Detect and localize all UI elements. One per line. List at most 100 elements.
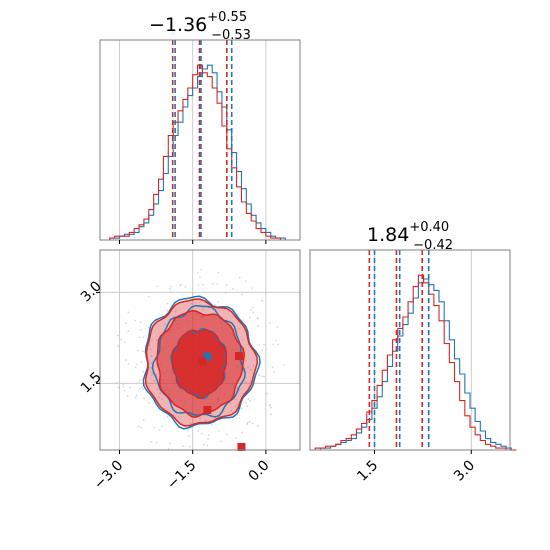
sample-point [251, 287, 254, 290]
sample-point [248, 420, 251, 423]
sample-point [187, 429, 190, 432]
sample-point [204, 419, 207, 422]
sample-point [214, 303, 216, 306]
sample-point [122, 383, 125, 386]
sample-point [151, 339, 154, 342]
sample-point [240, 431, 243, 434]
x-tick-label: −1.5 [164, 458, 199, 493]
sample-point [206, 444, 209, 447]
sample-point [159, 392, 162, 395]
x-tick-label: 3.0 [451, 458, 478, 485]
sample-point [258, 374, 261, 377]
marker-red [198, 357, 207, 366]
sample-point [270, 406, 273, 409]
x-tick-label: 1.5 [354, 458, 381, 485]
sample-point [236, 386, 239, 389]
sample-point [136, 363, 138, 366]
sample-point [139, 387, 142, 389]
sample-point [232, 287, 234, 290]
sample-point [241, 319, 244, 321]
grid-lines [119, 40, 267, 240]
sample-point [247, 398, 250, 400]
sample-point [125, 359, 127, 361]
title-plus: +0.40 [409, 220, 449, 235]
sample-point [249, 316, 252, 319]
sample-point [117, 345, 120, 348]
sample-point [170, 285, 172, 288]
y-tick-label: 1.5 [78, 369, 105, 396]
sample-point [249, 381, 252, 383]
sample-point [236, 403, 239, 406]
sample-point [123, 389, 126, 392]
sample-point [143, 397, 145, 399]
sample-point [225, 284, 228, 286]
sample-point [282, 364, 285, 366]
sample-point [150, 362, 153, 365]
sample-point [142, 388, 145, 390]
sample-point [177, 416, 180, 418]
sample-point [257, 325, 259, 327]
quantile-lines [171, 40, 233, 240]
sample-point [150, 367, 152, 369]
sample-point [189, 422, 192, 425]
sample-point [252, 364, 255, 367]
histogram-red [310, 274, 517, 451]
sample-point [134, 319, 137, 322]
marker-blue [203, 352, 212, 361]
sample-point [139, 321, 142, 323]
sample-point [137, 381, 140, 384]
x-ticks [374, 450, 472, 454]
sample-point [261, 375, 264, 378]
sample-point [202, 283, 205, 286]
sample-point [210, 424, 213, 426]
sample-point [160, 425, 163, 428]
sample-point [175, 310, 177, 312]
sample-point [142, 350, 145, 353]
sample-point [271, 366, 274, 369]
sample-point [161, 314, 164, 317]
sample-point [249, 308, 252, 311]
sample-point [117, 386, 120, 389]
sample-point [275, 339, 278, 342]
sample-point [158, 396, 161, 399]
sample-point [150, 374, 153, 376]
sample-point [191, 292, 194, 295]
sample-point [220, 440, 223, 443]
sample-point [122, 386, 125, 389]
sample-point [150, 355, 153, 357]
sample-point [149, 348, 152, 351]
sample-point [234, 437, 237, 440]
sample-point [169, 291, 172, 293]
sample-point [142, 336, 145, 339]
sample-point [169, 442, 172, 445]
sample-point [251, 306, 254, 309]
sample-point [217, 300, 219, 303]
sample-point [246, 405, 248, 407]
sample-point [198, 276, 201, 279]
sample-point [211, 282, 214, 285]
sample-point [252, 311, 255, 314]
sample-point [244, 400, 246, 403]
axes-frame [99, 39, 301, 241]
sample-point [261, 300, 264, 302]
contour-lines [142, 295, 261, 430]
sample-point [117, 334, 119, 337]
axes-frame [99, 249, 301, 451]
title-minus: −0.53 [211, 28, 251, 43]
sample-point [257, 424, 259, 427]
sample-point [224, 291, 227, 294]
sample-point [156, 285, 159, 288]
sample-point [142, 370, 145, 373]
sample-point [237, 327, 240, 330]
sample-point [269, 321, 271, 324]
sample-point [272, 343, 275, 346]
sample-point [263, 375, 266, 378]
sample-point [184, 286, 187, 288]
sample-point [217, 271, 220, 274]
title-plus: +0.55 [207, 10, 247, 25]
sample-point [196, 271, 199, 274]
sample-point [276, 326, 279, 328]
sample-point [137, 425, 140, 428]
sample-point [175, 456, 177, 458]
x-tick-labels: −3.0 −1.5 0.0 [91, 458, 273, 493]
